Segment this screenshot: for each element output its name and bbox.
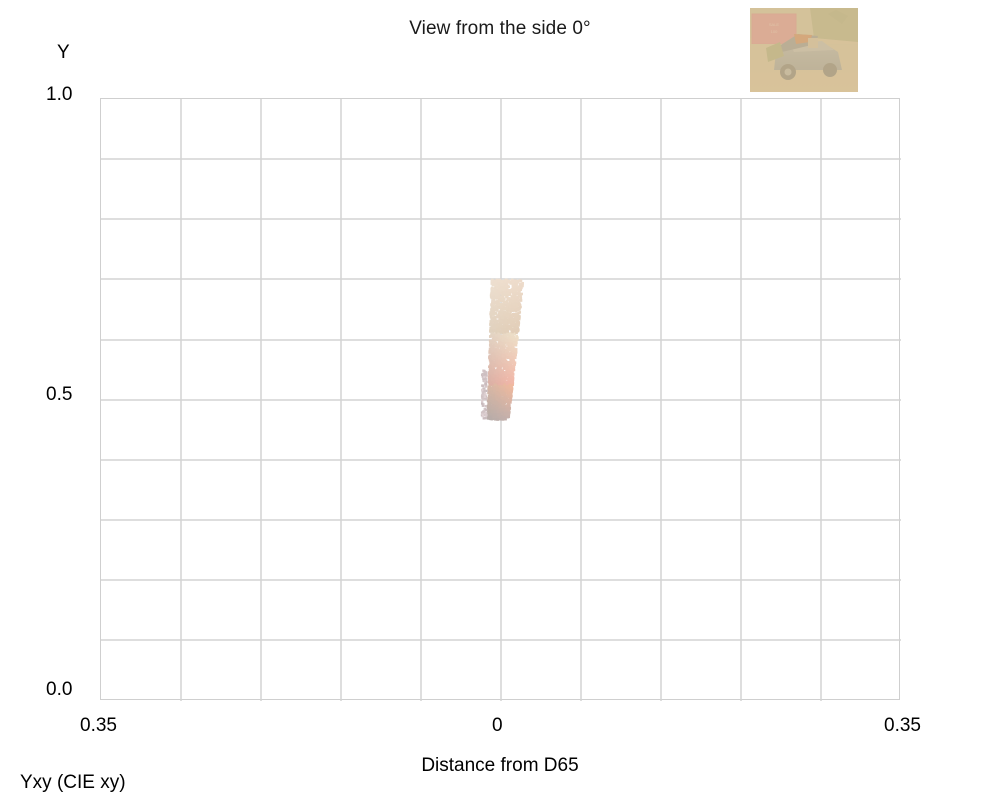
x-tick-2: 0	[492, 715, 503, 736]
y-tick-2: 0.5	[46, 384, 73, 405]
svg-text:100: 100	[771, 29, 778, 34]
y-tick-3: 0.0	[46, 679, 73, 700]
y-axis-label: Y	[57, 42, 70, 63]
y-tick-1: 1.0	[46, 84, 73, 105]
colorspace-label: Yxy (CIE xy)	[20, 772, 126, 793]
thumbnail-graphic: SALE 100	[750, 8, 858, 92]
gridlines	[101, 99, 901, 701]
svg-text:SALE: SALE	[769, 22, 780, 27]
chart-title: View from the side 0°	[409, 18, 591, 39]
x-tick-1: 0.35	[80, 715, 117, 736]
source-image-thumbnail: SALE 100	[750, 8, 858, 92]
x-axis-label: Distance from D65	[421, 755, 579, 776]
x-tick-3: 0.35	[884, 715, 921, 736]
plot-area	[100, 98, 901, 701]
